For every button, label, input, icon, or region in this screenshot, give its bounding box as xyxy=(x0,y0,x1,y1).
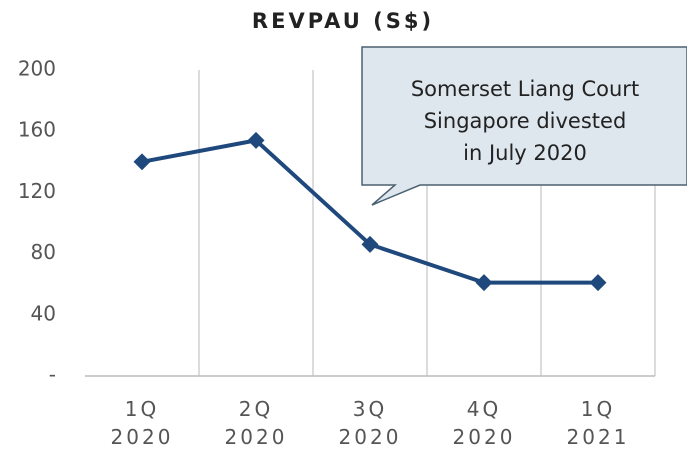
x-tick-line: 2020 xyxy=(339,425,402,449)
x-tick-label: 1Q 2020 xyxy=(111,397,174,449)
x-tick-line: 2Q xyxy=(239,397,273,421)
annotation: Somerset Liang Court xyxy=(411,77,639,101)
y-tick-label: 40 xyxy=(31,301,56,325)
x-tick-line: 2020 xyxy=(453,425,516,449)
marker xyxy=(475,274,493,292)
y-tick-label: 80 xyxy=(31,240,56,264)
y-tick-label: 160 xyxy=(18,118,56,142)
y-tick-label: 200 xyxy=(18,57,56,81)
x-tick-line: 1Q xyxy=(581,397,615,421)
x-tick-line: 2020 xyxy=(111,425,174,449)
y-tick-label: - xyxy=(49,363,56,387)
marker xyxy=(133,153,151,171)
annotation: Singapore divested xyxy=(424,109,627,133)
marker xyxy=(361,235,379,253)
marker xyxy=(589,274,607,292)
annotation: in July 2020 xyxy=(463,141,587,165)
x-tick-line: 2021 xyxy=(567,425,630,449)
marker xyxy=(247,131,265,149)
y-tick-label: 120 xyxy=(18,179,56,203)
x-tick-line: 2020 xyxy=(225,425,288,449)
x-tick-line: 3Q xyxy=(353,397,387,421)
x-tick-label: 4Q 2020 xyxy=(453,397,516,449)
x-tick-label: 3Q 2020 xyxy=(339,397,402,449)
x-tick-label: 1Q 2021 xyxy=(567,397,630,449)
chart-title: REVPAU (S$) xyxy=(252,9,434,33)
x-tick-line: 1Q xyxy=(125,397,159,421)
x-tick-line: 4Q xyxy=(467,397,501,421)
callout xyxy=(361,46,687,206)
x-tick-label: 2Q 2020 xyxy=(225,397,288,449)
